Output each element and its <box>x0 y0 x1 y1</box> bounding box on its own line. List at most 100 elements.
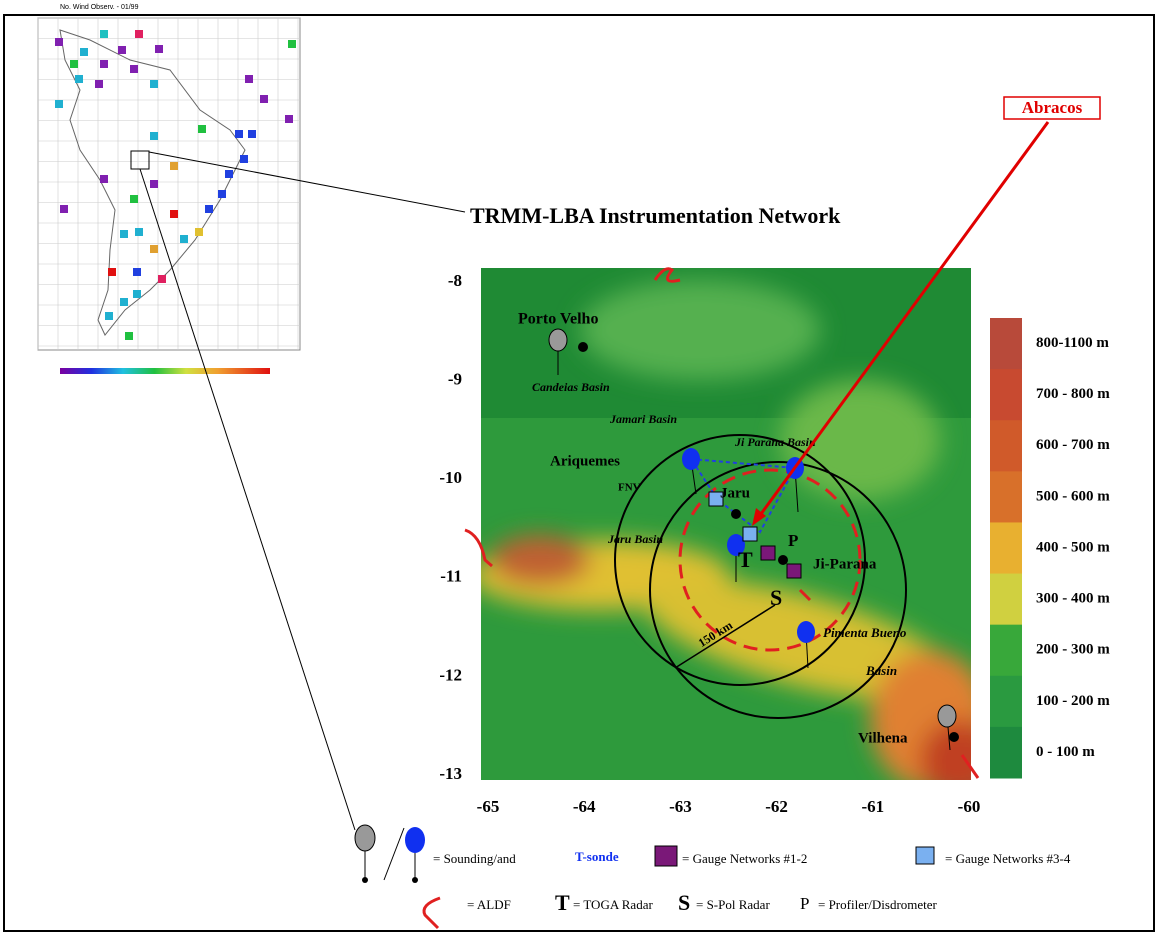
place-label: Ji-Parana <box>813 556 877 572</box>
y-tick-label: -12 <box>439 665 462 684</box>
station <box>180 235 188 243</box>
elevation-label: 400 - 500 m <box>1036 539 1110 555</box>
station <box>133 290 141 298</box>
elevation-label: 700 - 800 m <box>1036 386 1110 402</box>
legend: = Sounding/and T-sonde = Gauge Networks … <box>355 825 1071 928</box>
station <box>100 30 108 38</box>
station <box>285 115 293 123</box>
station <box>120 230 128 238</box>
station <box>198 125 206 133</box>
y-tick-label: -9 <box>448 370 462 389</box>
legend-label: = ALDF <box>467 897 511 912</box>
station <box>70 60 78 68</box>
legend-label: S <box>678 890 690 915</box>
station <box>158 275 166 283</box>
y-tick-label: -10 <box>439 468 462 487</box>
station <box>170 210 178 218</box>
elevation-swatch <box>990 420 1022 472</box>
station <box>95 80 103 88</box>
elevation-label: 200 - 300 m <box>1036 642 1110 658</box>
elevation-label: 500 - 600 m <box>1036 488 1110 504</box>
station <box>225 170 233 178</box>
x-tick-label: -62 <box>765 797 788 816</box>
station <box>155 45 163 53</box>
x-tick-label: -61 <box>861 797 884 816</box>
legend-label: T-sonde <box>575 849 619 864</box>
elevation-label: 300 - 400 m <box>1036 591 1110 607</box>
station <box>60 205 68 213</box>
station <box>260 95 268 103</box>
place-label: FNV <box>618 482 641 494</box>
elevation-swatch <box>990 574 1022 626</box>
station <box>55 100 63 108</box>
legend-label: T <box>555 890 570 915</box>
station <box>248 130 256 138</box>
place-label: Candeias Basin <box>532 380 610 394</box>
place-label: Ji Parana Basin <box>734 435 816 449</box>
elevation-swatch <box>990 471 1022 523</box>
place-label: T <box>738 547 753 572</box>
station <box>170 162 178 170</box>
station <box>105 312 113 320</box>
elevation-swatch <box>990 369 1022 421</box>
station <box>80 48 88 56</box>
station <box>133 268 141 276</box>
station <box>118 46 126 54</box>
station <box>195 228 203 236</box>
station <box>125 332 133 340</box>
place-label: Jamari Basin <box>609 412 677 426</box>
legend-label: = Gauge Networks #3-4 <box>945 851 1071 866</box>
station <box>150 132 158 140</box>
y-tick-label: -13 <box>439 764 462 783</box>
terrain <box>470 268 1000 800</box>
station <box>130 195 138 203</box>
place-label: Vilhena <box>858 730 908 746</box>
station <box>55 38 63 46</box>
station <box>150 80 158 88</box>
map-title: TRMM-LBA Instrumentation Network <box>470 203 841 228</box>
callout-label: Abracos <box>1022 98 1083 117</box>
x-tick-label: -63 <box>669 797 692 816</box>
inset-caption: No. Wind Observ. - 01/99 <box>60 4 139 11</box>
x-tick-label: -65 <box>477 797 500 816</box>
y-tick-label: -11 <box>440 567 462 586</box>
station <box>235 130 243 138</box>
elevation-swatch <box>990 676 1022 728</box>
elevation-label: 100 - 200 m <box>1036 693 1110 709</box>
station <box>100 60 108 68</box>
x-tick-label: -60 <box>958 797 981 816</box>
station <box>100 175 108 183</box>
station <box>205 205 213 213</box>
station <box>245 75 253 83</box>
station <box>108 268 116 276</box>
legend-label: = Profiler/Disdrometer <box>818 897 938 912</box>
station <box>130 65 138 73</box>
station <box>120 298 128 306</box>
legend-label: = Gauge Networks #1-2 <box>682 851 807 866</box>
place-label: Ariquemes <box>550 453 620 469</box>
place-label: Porto Velho <box>518 311 598 328</box>
legend-label: = S-Pol Radar <box>696 897 770 912</box>
elevation-swatch <box>990 522 1022 574</box>
place-label: S <box>770 585 782 610</box>
legend-label: = TOGA Radar <box>573 897 653 912</box>
place-label: Basin <box>865 663 897 678</box>
elevation-swatch <box>990 625 1022 677</box>
elevation-label: 800-1100 m <box>1036 335 1109 351</box>
elevation-label: 0 - 100 m <box>1036 744 1095 760</box>
place-label: P <box>788 531 798 550</box>
place-label: Pimenta Bueno <box>823 625 907 640</box>
elevation-swatch <box>990 318 1022 370</box>
station <box>135 30 143 38</box>
station <box>150 180 158 188</box>
page: No. Wind Observ. - 01/99 TRMM-LBA Instru… <box>0 0 1158 936</box>
station <box>150 245 158 253</box>
station <box>135 228 143 236</box>
inset-map: No. Wind Observ. - 01/99 <box>38 4 300 374</box>
elevation-label: 600 - 700 m <box>1036 437 1110 453</box>
place-label: Jaru Basin <box>607 532 663 546</box>
x-tick-label: -64 <box>573 797 596 816</box>
station <box>288 40 296 48</box>
place-label: Jaru <box>720 485 750 501</box>
station <box>240 155 248 163</box>
